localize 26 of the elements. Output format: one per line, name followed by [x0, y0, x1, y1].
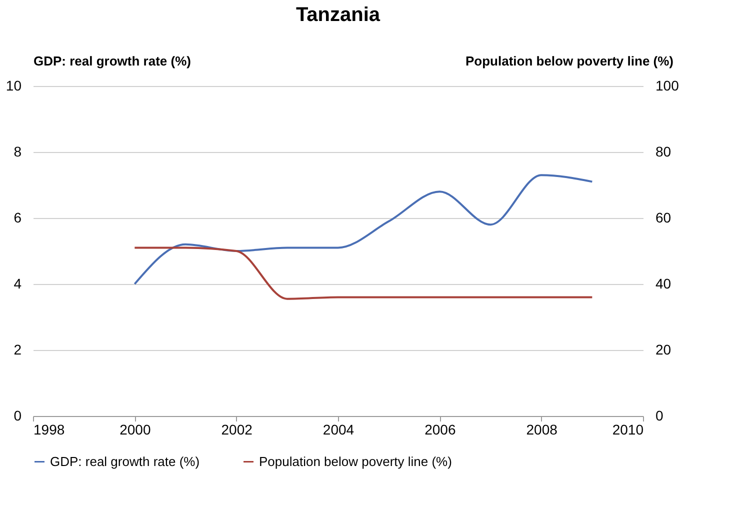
y-axis-title: GDP: real growth rate (%) — [34, 54, 191, 68]
x-tick-label: 1998 — [34, 422, 65, 438]
y-tick-label: 10 — [6, 78, 22, 94]
x-tick-label: 2010 — [612, 422, 644, 438]
y2-tick-label: 20 — [656, 342, 672, 358]
line-series — [134, 174, 594, 285]
y2-tick-label: 100 — [656, 78, 680, 94]
y2-tick-label: 0 — [656, 408, 664, 424]
y-tick-label: 0 — [14, 408, 22, 424]
legend-label: Population below poverty line (%) — [259, 454, 452, 469]
y-tick-label: 4 — [14, 276, 22, 292]
y2-axis-title: Population below poverty line (%) — [465, 54, 674, 68]
y-tick-label: 2 — [14, 342, 22, 358]
x-tick-label: 2000 — [120, 422, 151, 438]
x-tick-label: 2002 — [221, 422, 253, 438]
y2-tick-label: 80 — [656, 144, 672, 160]
x-tick-label: 2004 — [322, 422, 354, 438]
x-tick-label: 2008 — [526, 422, 558, 438]
y-tick-label: 6 — [14, 210, 22, 226]
x-tick-label: 2006 — [424, 422, 456, 438]
y-tick-label: 8 — [14, 144, 22, 160]
y2-tick-label: 60 — [656, 210, 672, 226]
legend-label: GDP: real growth rate (%) — [50, 454, 200, 469]
chart-title: Tanzania — [296, 4, 381, 26]
line-series — [134, 246, 594, 300]
y2-tick-label: 40 — [656, 276, 672, 292]
